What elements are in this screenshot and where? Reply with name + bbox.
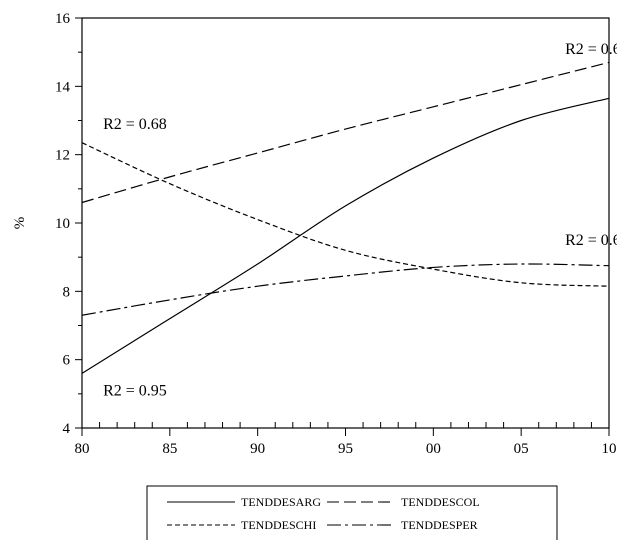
plot-area [81,17,610,429]
legend: TENDDESARG TENDDESCOL TENDDESCHI TENDDESPER [146,485,558,540]
annotations: R2 = 0.60 R2 = 0.68 R2 = 0.67 R2 = 0.95 [103,41,617,400]
series-lines [81,61,610,374]
x-tick-label: 05 [514,441,529,457]
legend-label: TENDDESPER [401,518,478,532]
axis-ticks [75,17,610,436]
x-tick-label: 85 [162,441,177,457]
r2-annotation: R2 = 0.68 [103,116,167,133]
legend-box [146,485,558,540]
y-tick-label: 16 [55,11,71,27]
y-tick-label: 8 [63,284,71,300]
y-tick-label: 10 [55,216,70,232]
series-line-tenddesarg [81,97,610,374]
y-axis-label: % [12,217,28,230]
x-tick-labels: 80 85 90 95 00 05 10 [75,441,617,457]
y-tick-label: 14 [55,79,71,95]
legend-label: TENDDESCHI [241,518,316,532]
x-tick-label: 10 [602,441,617,457]
plot-frame [81,17,610,429]
r2-annotation: R2 = 0.95 [103,383,167,400]
legend-label: TENDDESARG [241,495,321,509]
r2-annotation: R2 = 0.67 [565,232,617,249]
x-tick-label: 80 [75,441,90,457]
y-tick-labels: 4 6 8 10 12 14 16 [55,11,71,437]
series-line-tenddescol [81,61,610,204]
y-tick-label: 4 [63,421,71,437]
legend-label: TENDDESCOL [401,495,480,509]
y-tick-label: 6 [63,353,71,369]
series-line-tenddesper [81,263,610,316]
r2-annotation: R2 = 0.60 [565,41,617,58]
x-tick-label: 00 [426,441,441,457]
series-line-tenddeschi [81,142,610,287]
y-tick-label: 12 [55,148,70,164]
x-tick-label: 95 [338,441,353,457]
x-tick-label: 90 [250,441,265,457]
